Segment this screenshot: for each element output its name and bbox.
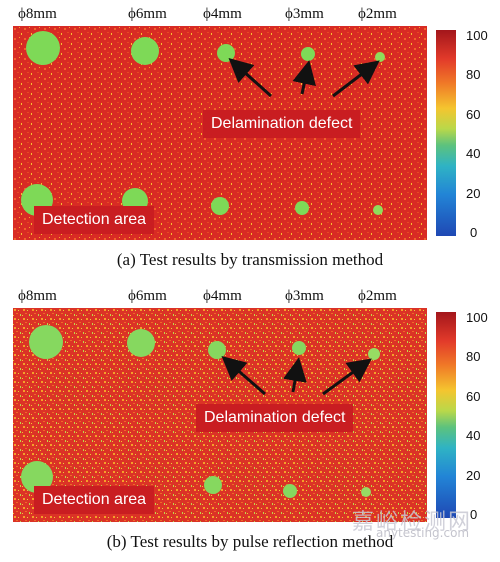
defect-8mm-top — [26, 31, 60, 65]
defect-2mm-bottom — [373, 205, 383, 215]
defect-3mm-bottom — [295, 201, 309, 215]
arrow-to-4mm — [221, 356, 266, 396]
colorbar-tick-100: 100 — [466, 310, 488, 325]
arrow-to-3mm — [292, 60, 316, 95]
detection-area-label-b: Detection area — [34, 486, 155, 514]
colorbar-tick-20: 20 — [466, 468, 481, 483]
size-label-3mm: ϕ3mm — [285, 288, 324, 304]
size-label-6mm: ϕ6mm — [128, 6, 167, 22]
defect-4mm-top — [217, 44, 235, 62]
defect-2mm-top — [368, 348, 380, 360]
defect-3mm-top — [301, 47, 315, 61]
arrow-to-4mm — [228, 57, 273, 98]
colorbar-a — [436, 30, 456, 236]
defect-8mm-top — [29, 325, 63, 359]
arrow-to-2mm — [322, 358, 372, 396]
colorbar-tick-100: 100 — [466, 28, 488, 43]
colorbar-tick-60: 60 — [466, 107, 481, 122]
colorbar-tick-80: 80 — [466, 67, 481, 82]
caption-b: (b) Test results by pulse reflection met… — [106, 532, 394, 551]
defect-4mm-top — [208, 341, 226, 359]
colorbar-tick-40: 40 — [466, 146, 481, 161]
defect-4mm-bottom — [211, 197, 229, 215]
watermark-text: 嘉峪检测网 — [352, 510, 473, 535]
size-label-2mm: ϕ2mm — [358, 288, 397, 304]
defect-3mm-bottom — [283, 484, 297, 498]
defect-8mm-bottom — [21, 461, 53, 493]
caption-a: (a) Test results by transmission method — [116, 250, 384, 269]
defect-2mm-top — [375, 52, 385, 62]
size-label-8mm: ϕ8mm — [18, 288, 57, 304]
defect-3mm-top — [292, 341, 306, 355]
size-label-4mm: ϕ4mm — [203, 6, 242, 22]
size-label-4mm: ϕ4mm — [203, 288, 242, 304]
size-label-8mm: ϕ8mm — [18, 6, 57, 22]
defect-6mm-top — [131, 37, 159, 65]
defect-4mm-bottom — [204, 476, 222, 494]
arrow-to-3mm — [283, 357, 307, 393]
delamination-label-b: Delamination defect — [196, 404, 354, 432]
colorbar-tick-0: 0 — [470, 507, 478, 522]
delamination-label-a: Delamination defect — [203, 110, 361, 138]
colorbar-tick-0: 0 — [470, 225, 478, 240]
colorbar-tick-40: 40 — [466, 428, 481, 443]
panel-transmission: ϕ8mm ϕ6mm ϕ4mm ϕ3mm ϕ2mm — [0, 0, 500, 280]
size-label-3mm: ϕ3mm — [285, 6, 324, 22]
defect-6mm-top — [127, 329, 155, 357]
detection-area-label-a: Detection area — [34, 206, 155, 234]
colorbar-tick-80: 80 — [466, 349, 481, 364]
size-label-6mm: ϕ6mm — [128, 288, 167, 304]
colorbar-tick-60: 60 — [466, 389, 481, 404]
colorbar-tick-20: 20 — [466, 186, 481, 201]
watermark-url: anytesting.com — [376, 526, 470, 540]
defect-2mm-bottom — [361, 487, 371, 497]
arrow-to-2mm — [332, 60, 380, 98]
colorbar-b — [436, 312, 456, 518]
panel-pulse-reflection: ϕ8mm ϕ6mm ϕ4mm ϕ3mm ϕ2mm — [0, 282, 500, 562]
size-label-2mm: ϕ2mm — [358, 6, 397, 22]
